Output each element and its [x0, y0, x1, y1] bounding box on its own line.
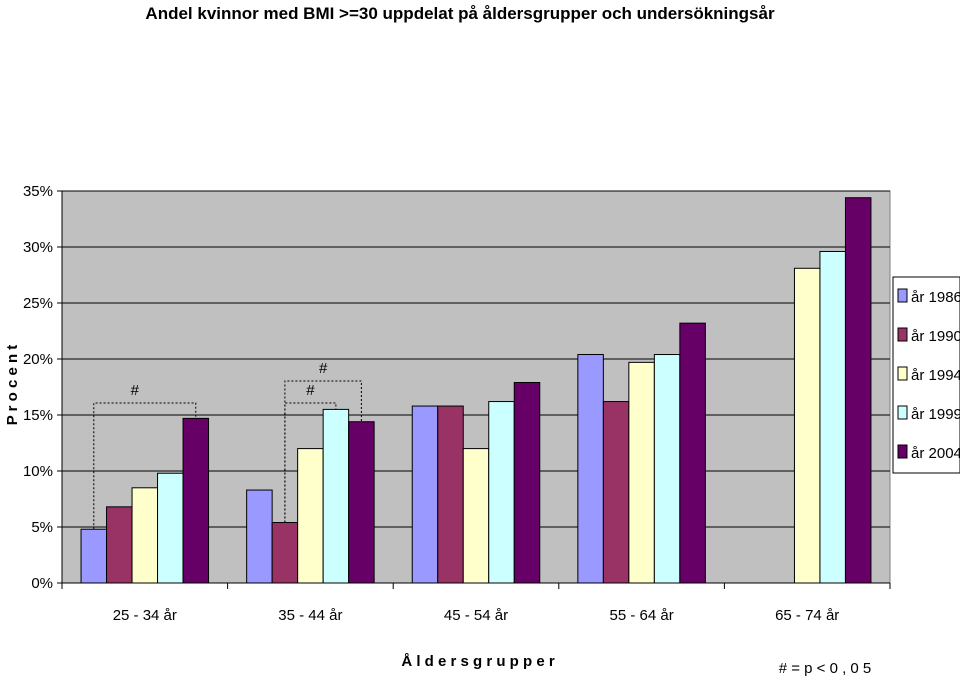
bar — [106, 506, 133, 584]
y-tick-label: 10% — [23, 463, 53, 480]
legend-label: år 1990 — [911, 328, 960, 345]
legend-label: år 1999 — [911, 406, 960, 423]
legend-swatch — [897, 405, 908, 420]
legend-label: år 2004 — [911, 445, 960, 462]
y-tick-label: 0% — [31, 575, 53, 592]
y-tick-label: 30% — [23, 239, 53, 256]
bar — [297, 448, 324, 584]
legend-swatch — [897, 366, 908, 381]
legend-swatch — [897, 444, 908, 459]
y-tick-label: 25% — [23, 295, 53, 312]
bar — [653, 354, 681, 584]
legend-label: år 1986 — [911, 289, 960, 306]
bar — [348, 421, 375, 584]
x-axis: 25 - 34 år 35 - 44 år 45 - 54 år 55 - 64 år… — [61, 582, 891, 624]
bar — [462, 448, 490, 584]
legend: år 1986 år 1990 år 1994 år 1999 år 2004 — [892, 276, 960, 474]
bar — [488, 401, 515, 584]
y-axis: 0% 5% 10% 15% 20% 25% 30% 35% — [23, 183, 63, 592]
y-tick-label: 20% — [23, 351, 53, 368]
bar — [513, 382, 541, 584]
bar — [157, 472, 184, 584]
bar — [602, 401, 630, 584]
legend-swatch — [897, 327, 908, 342]
legend-label: år 1994 — [911, 367, 960, 384]
bar — [628, 361, 655, 584]
bar — [322, 408, 350, 584]
significance-label: # — [319, 360, 328, 377]
y-tick-label: 15% — [23, 407, 53, 424]
x-tick-label: 55 - 64 år — [609, 607, 673, 624]
x-tick-label: 45 - 54 år — [444, 607, 508, 624]
bar — [246, 489, 273, 584]
bars — [80, 197, 872, 584]
significance-annotations: ### — [93, 360, 362, 530]
legend-swatch — [897, 288, 908, 303]
bar — [844, 197, 872, 584]
bar — [271, 522, 299, 584]
bar — [131, 487, 159, 584]
bar — [80, 528, 108, 584]
x-tick-label: 35 - 44 år — [278, 607, 342, 624]
bar — [793, 267, 821, 584]
significance-label: # — [306, 382, 315, 399]
significance-bracket — [93, 402, 197, 530]
x-tick-label: 25 - 34 år — [113, 607, 177, 624]
footnote: # = p < 0 , 0 5 — [779, 660, 872, 677]
bar — [819, 250, 846, 584]
bar — [182, 417, 210, 584]
significance-bracket — [284, 402, 337, 523]
bar — [411, 405, 439, 584]
y-axis-title: P r o c e n t — [4, 345, 21, 426]
bar — [437, 405, 464, 584]
chart-title: Andel kvinnor med BMI >=30 uppdelat på å… — [145, 4, 775, 23]
significance-label: # — [131, 382, 140, 399]
bar — [679, 322, 706, 584]
y-tick-label: 5% — [31, 519, 53, 536]
x-axis-title: Å l d e r s g r u p p e r — [401, 653, 555, 670]
x-tick-label: 65 - 74 år — [775, 607, 839, 624]
y-tick-label: 35% — [23, 183, 53, 200]
bar — [577, 354, 604, 584]
